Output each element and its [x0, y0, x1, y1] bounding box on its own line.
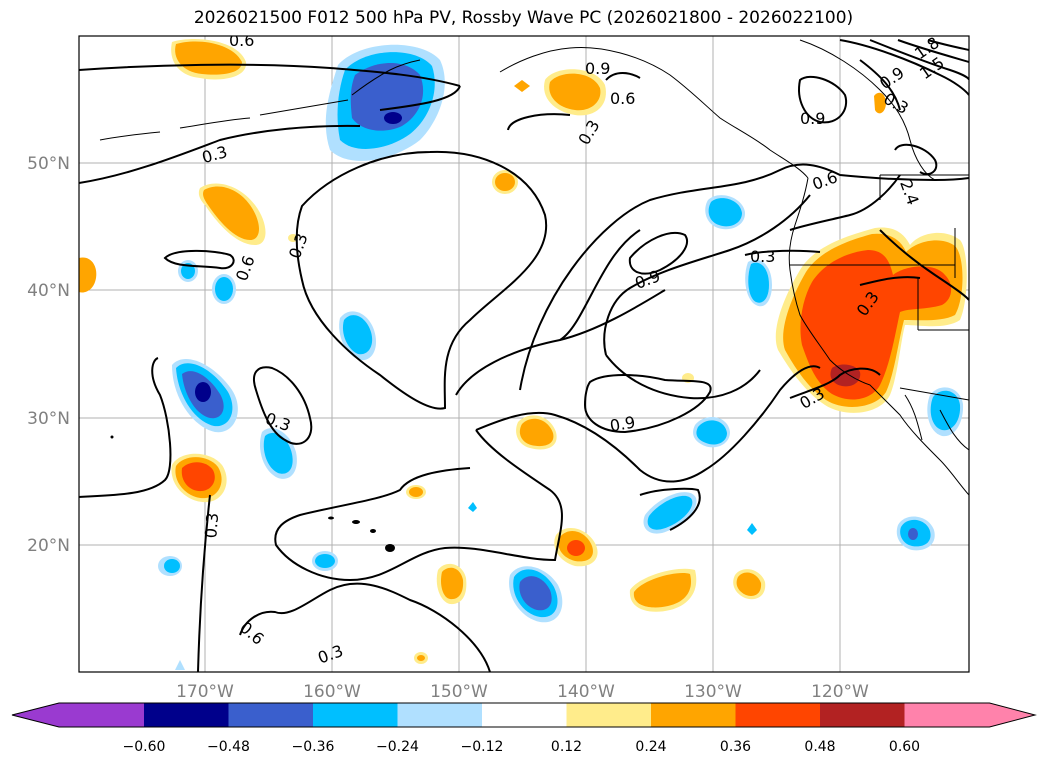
lon-tick-label: 130°W	[684, 682, 742, 702]
contour-label: 0.9	[800, 109, 825, 128]
contour-label: 0.3	[201, 512, 222, 539]
colorbar-tick-label: −0.60	[123, 739, 166, 755]
colorbar-bin	[820, 703, 905, 727]
colorbar-tick-label: −0.48	[207, 739, 250, 755]
colorbar-ticks: −0.60 −0.48 −0.36 −0.24 −0.12 0.12 0.24 …	[123, 739, 921, 755]
colorbar-tick-label: −0.12	[461, 739, 504, 755]
colorbar-outline	[11, 702, 1037, 728]
colorbar-tick-label: 0.60	[889, 739, 920, 755]
colorbar-bin	[735, 703, 820, 727]
colorbar-bin	[482, 703, 567, 727]
pv-contours	[79, 39, 969, 672]
contour-label: 0.9	[585, 59, 610, 78]
contour-label: 0.6	[229, 31, 254, 50]
lat-axis: 50°N 40°N 30°N 20°N	[27, 154, 70, 556]
colorbar-bin	[144, 703, 229, 727]
lon-tick-label: 150°W	[430, 682, 488, 702]
lon-tick-label: 160°W	[303, 682, 361, 702]
map-title: 2026021500 F012 500 hPa PV, Rossby Wave …	[193, 8, 854, 28]
lon-tick-label: 120°W	[811, 682, 869, 702]
islands	[110, 435, 395, 552]
lon-tick-label: 140°W	[557, 682, 615, 702]
lat-tick-label: 30°N	[27, 409, 70, 429]
colorbar-bin	[904, 703, 990, 727]
contour-label: 0.9	[608, 412, 636, 435]
colorbar-extend-low	[12, 703, 59, 727]
lon-axis: 170°W 160°W 150°W 140°W 130°W 120°W	[176, 682, 869, 702]
colorbar-bin	[397, 703, 482, 727]
lat-tick-label: 50°N	[27, 154, 70, 174]
colorbar-tick-label: 0.12	[551, 739, 582, 755]
coastlines	[99, 39, 969, 496]
contour-label: 0.3	[750, 247, 775, 266]
map-frame	[78, 35, 970, 673]
contour-label: 0.6	[610, 89, 635, 108]
lat-tick-label: 20°N	[27, 536, 70, 556]
colorbar-tick-label: 0.48	[804, 739, 835, 755]
lon-tick-label: 170°W	[176, 682, 234, 702]
colorbar-extend-high	[989, 703, 1035, 727]
colorbar-tick-label: 0.24	[635, 739, 666, 755]
colorbar	[11, 702, 1037, 728]
colorbar-bin	[566, 703, 651, 727]
colorbar-bin	[228, 703, 313, 727]
colorbar-tick-label: 0.36	[720, 739, 751, 755]
colorbar-bin	[651, 703, 736, 727]
colorbar-tick-label: −0.24	[376, 739, 419, 755]
lat-tick-label: 40°N	[27, 281, 70, 301]
colorbar-bin	[313, 703, 398, 727]
colorbar-bin	[59, 703, 144, 727]
colorbar-tick-label: −0.36	[292, 739, 335, 755]
